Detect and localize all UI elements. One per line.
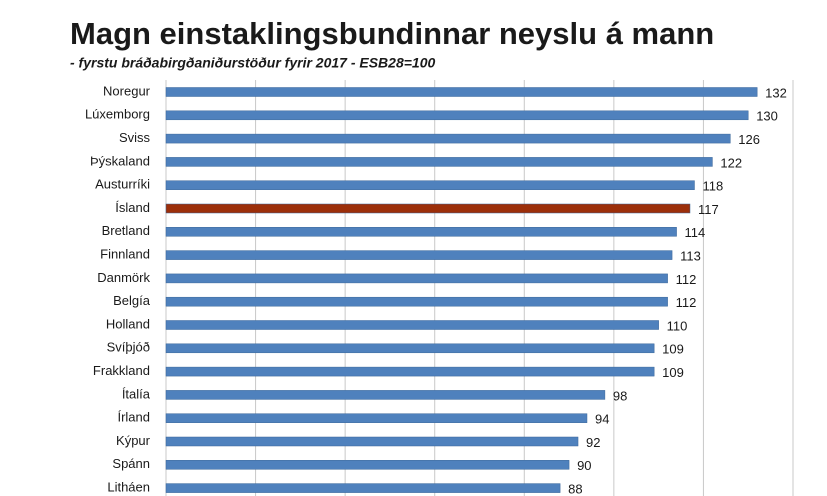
y-tick-label: Noregur: [103, 83, 151, 98]
y-tick-label: Þýskaland: [90, 153, 150, 168]
value-label: 110: [667, 318, 688, 333]
value-label: 98: [613, 388, 627, 403]
bar: [165, 157, 713, 167]
bar: [165, 460, 570, 470]
value-label: 126: [738, 132, 760, 147]
bar: [165, 273, 668, 284]
value-label: 112: [676, 272, 697, 287]
value-label: 90: [577, 458, 591, 473]
y-tick-label: Lúxemborg: [85, 107, 150, 122]
y-tick-label: Austurríki: [95, 177, 150, 192]
bar: [165, 110, 749, 121]
y-tick-label: Írland: [117, 410, 150, 425]
y-tick-label: Ítalía: [122, 386, 151, 401]
bar: [165, 343, 655, 354]
bar: [165, 203, 691, 214]
value-label: 109: [662, 342, 684, 357]
value-label: 112: [676, 295, 697, 310]
y-tick-label: Belgía: [113, 293, 151, 308]
value-label: 92: [586, 435, 600, 450]
y-tick-label: Ísland: [115, 200, 150, 215]
bar: [165, 390, 606, 400]
value-label: 94: [595, 412, 609, 427]
value-label: 88: [568, 482, 582, 496]
bar: [165, 87, 758, 97]
chart-title: Magn einstaklingsbundinnar neyslu á mann: [70, 16, 714, 51]
bar: [165, 483, 561, 493]
value-label: 118: [702, 179, 723, 194]
y-tick-label: Frakkland: [93, 363, 150, 378]
y-tick-label: Sviss: [119, 130, 151, 145]
bar: [165, 436, 579, 447]
chart-subtitle: - fyrstu bráðabirgðaniðurstöður fyrir 20…: [70, 55, 435, 71]
bar: [165, 180, 695, 190]
value-label: 117: [698, 202, 719, 217]
y-tick-label: Litháen: [107, 480, 150, 495]
bar: [165, 296, 668, 307]
value-label: 113: [680, 249, 701, 264]
bar: [165, 366, 655, 377]
value-label: 132: [765, 85, 787, 100]
y-tick-label: Holland: [106, 316, 150, 331]
y-tick-label: Bretland: [102, 223, 150, 238]
y-tick-label: Spánn: [112, 456, 150, 471]
value-label: 122: [720, 155, 742, 170]
value-label: 109: [662, 365, 684, 380]
bar: [165, 250, 673, 260]
bar: [165, 320, 659, 330]
y-tick-label: Kýpur: [116, 433, 151, 448]
y-tick-label: Danmörk: [97, 270, 150, 285]
value-label: 114: [685, 225, 706, 240]
y-tick-label: Finnland: [100, 247, 150, 262]
bar: [165, 133, 731, 144]
bar: [165, 227, 677, 237]
value-label: 130: [756, 109, 778, 124]
bar: [165, 413, 588, 423]
y-tick-label: Svíþjóð: [107, 340, 150, 355]
